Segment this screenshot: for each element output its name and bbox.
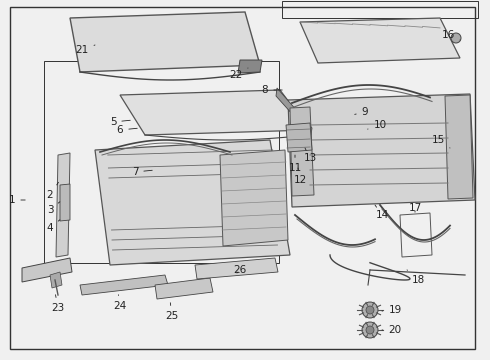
Polygon shape — [155, 278, 213, 299]
Text: 13: 13 — [303, 148, 317, 163]
Polygon shape — [290, 107, 314, 196]
Text: 10: 10 — [368, 120, 387, 130]
Text: 22: 22 — [229, 68, 248, 80]
Text: 18: 18 — [407, 270, 425, 285]
Text: 14: 14 — [375, 205, 389, 220]
Text: 11: 11 — [289, 155, 302, 173]
Polygon shape — [220, 150, 288, 246]
Polygon shape — [195, 258, 278, 279]
Text: 19: 19 — [382, 305, 402, 315]
Text: 7: 7 — [132, 167, 152, 177]
Text: 23: 23 — [51, 295, 65, 313]
Text: 9: 9 — [355, 107, 368, 117]
Circle shape — [362, 322, 378, 338]
Bar — [44, 61, 279, 263]
Polygon shape — [60, 184, 70, 221]
Bar — [282, 1, 478, 18]
Text: 5: 5 — [110, 117, 130, 127]
Polygon shape — [56, 153, 70, 257]
Polygon shape — [120, 90, 310, 135]
Text: 12: 12 — [294, 168, 307, 185]
Circle shape — [362, 302, 378, 318]
Polygon shape — [50, 272, 62, 288]
Polygon shape — [95, 140, 290, 265]
Text: 25: 25 — [166, 303, 179, 321]
Text: 16: 16 — [441, 30, 460, 40]
Text: 4: 4 — [47, 220, 60, 233]
Polygon shape — [80, 275, 168, 295]
Text: 1: 1 — [9, 195, 25, 205]
Circle shape — [451, 33, 461, 43]
Text: 24: 24 — [113, 295, 126, 311]
Text: 3: 3 — [47, 202, 60, 215]
Polygon shape — [238, 60, 262, 73]
Polygon shape — [276, 88, 312, 135]
Text: 15: 15 — [431, 135, 450, 148]
Text: 20: 20 — [382, 325, 402, 335]
Text: 6: 6 — [117, 125, 137, 135]
Circle shape — [366, 306, 374, 314]
Polygon shape — [445, 95, 473, 199]
Text: 8: 8 — [262, 85, 282, 95]
Polygon shape — [70, 12, 260, 72]
Text: 21: 21 — [75, 45, 95, 55]
Polygon shape — [286, 123, 312, 152]
Text: 2: 2 — [47, 182, 58, 200]
Circle shape — [366, 326, 374, 334]
Polygon shape — [288, 94, 475, 207]
Text: 17: 17 — [408, 203, 421, 213]
Polygon shape — [22, 258, 72, 282]
Text: 26: 26 — [233, 265, 246, 275]
Polygon shape — [300, 18, 460, 63]
